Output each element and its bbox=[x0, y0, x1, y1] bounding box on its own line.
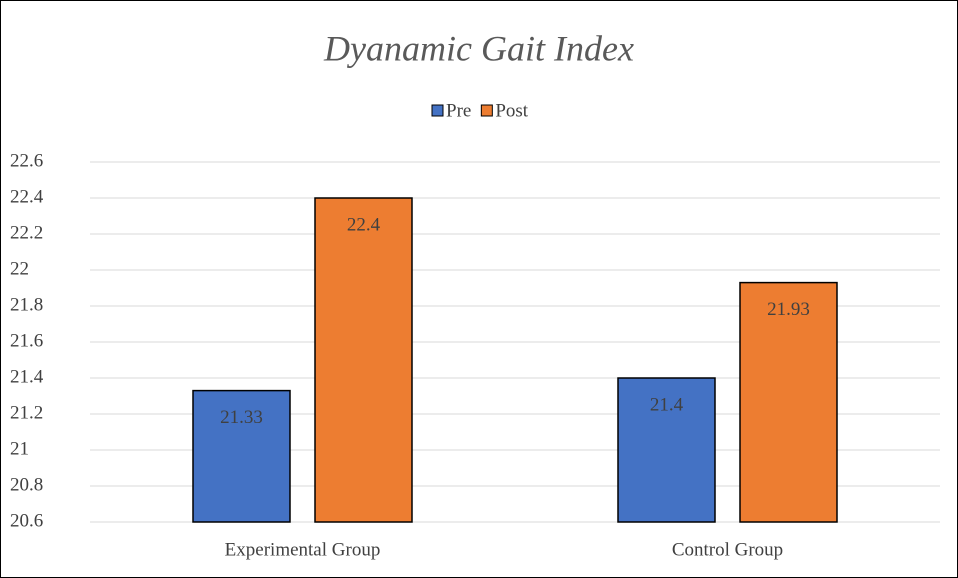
y-tick-label: 22 bbox=[10, 258, 29, 279]
legend-label: Post bbox=[495, 100, 528, 121]
bar bbox=[192, 389, 291, 523]
y-tick-label: 21.6 bbox=[10, 330, 43, 351]
legend-swatch bbox=[431, 104, 444, 117]
x-tick-label: Experimental Group bbox=[225, 539, 381, 560]
value-label: 21.4 bbox=[650, 394, 684, 415]
y-tick-label: 21.2 bbox=[10, 402, 43, 423]
x-tick-label: Control Group bbox=[672, 539, 783, 560]
value-label: 22.4 bbox=[347, 214, 381, 235]
value-label: 21.33 bbox=[220, 407, 263, 428]
y-tick-label: 22.2 bbox=[10, 222, 43, 243]
chart-title: Dyanamic Gait Index bbox=[323, 28, 634, 68]
bar bbox=[617, 377, 716, 523]
bar bbox=[739, 281, 838, 523]
y-tick-label: 22.4 bbox=[10, 186, 44, 207]
legend-swatch bbox=[480, 104, 493, 117]
y-tick-label: 22.6 bbox=[10, 150, 43, 171]
y-tick-label: 21.8 bbox=[10, 294, 43, 315]
y-tick-label: 20.6 bbox=[10, 510, 43, 531]
bar bbox=[314, 197, 413, 523]
y-tick-label: 20.8 bbox=[10, 474, 43, 495]
value-label: 21.93 bbox=[767, 299, 810, 320]
y-tick-label: 21.4 bbox=[10, 366, 44, 387]
y-tick-label: 21 bbox=[10, 438, 29, 459]
legend-label: Pre bbox=[446, 100, 471, 121]
